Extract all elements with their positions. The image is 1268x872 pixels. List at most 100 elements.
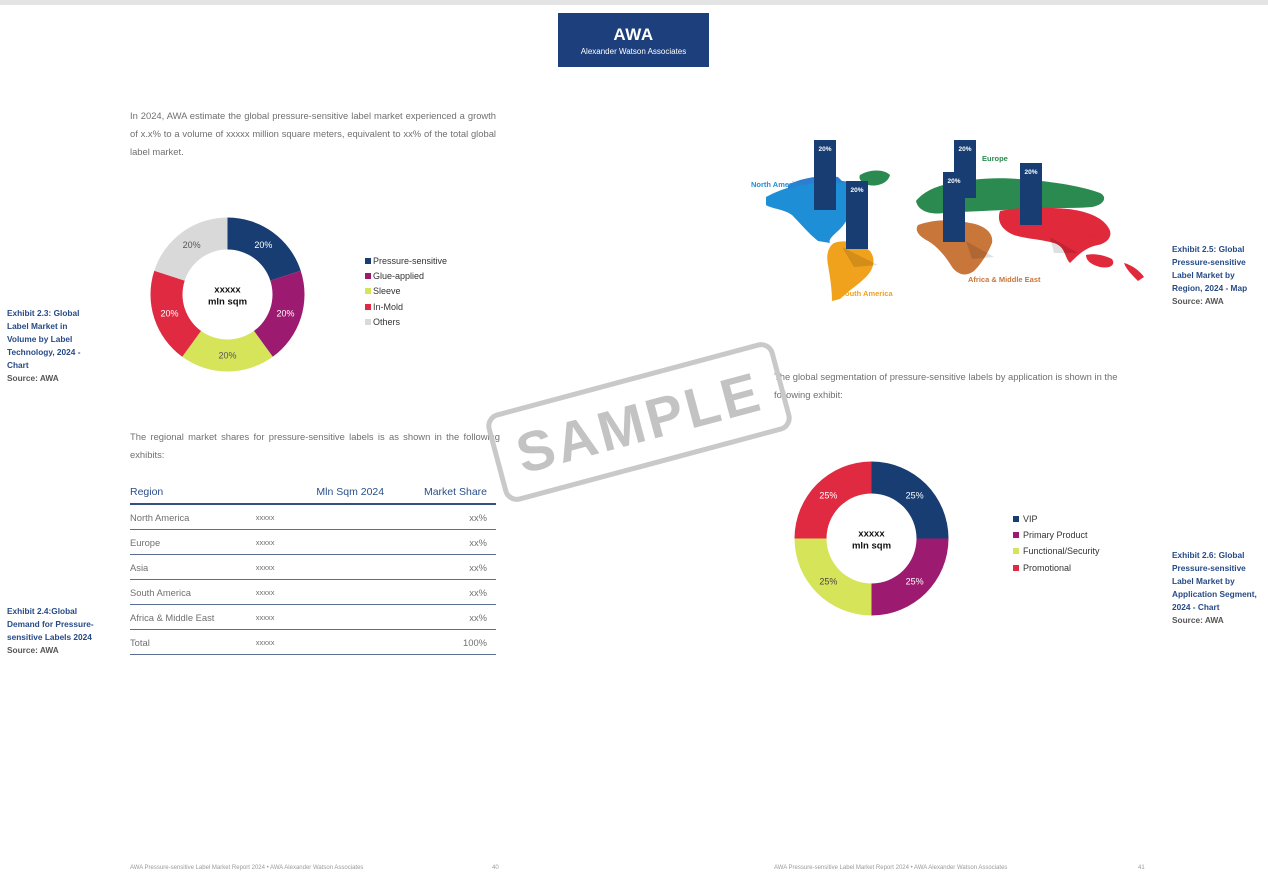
table-cell-share: xx% <box>411 504 496 530</box>
table-cell-region: Total <box>130 629 229 655</box>
table-row: Africa & Middle East xxxxx xx% <box>130 604 496 630</box>
tech-legend-swatch <box>365 318 371 325</box>
app-slice-label-3: 25% <box>819 490 837 500</box>
app-legend-item: Promotional <box>1013 560 1100 576</box>
regional-intro-paragraph: The regional market shares for pressure-… <box>130 431 500 460</box>
tech-legend-item: Glue-applied <box>365 268 447 283</box>
table-cell-region: Africa & Middle East <box>130 604 229 630</box>
table-cell-mln-sqm: xxxxx <box>228 579 412 605</box>
world-map: 20% 20% 20% 20% 20% North America Europe Asia S… <box>751 140 1144 301</box>
table-cell-region: North America <box>130 504 229 530</box>
tech-legend-item: In-Mold <box>365 299 447 314</box>
exhibit-2-4-title: Exhibit 2.4:Global Demand for Pressure-s… <box>7 606 94 642</box>
table-cell-mln-sqm: xxxxx <box>228 529 412 555</box>
intro-paragraph: In 2024, AWA estimate the global pressur… <box>130 110 496 157</box>
table-row: North America xxxxx xx% <box>130 504 496 530</box>
tech-slice-label-1: 20% <box>277 308 295 318</box>
table-cell-mln-sqm: xxxxx <box>228 504 412 530</box>
map-region-label-0: North America <box>751 180 803 189</box>
application-legend: VIP Primary Product Functional/Security Pro… <box>1013 511 1100 576</box>
map-bar-value-2: 20% <box>1024 169 1037 176</box>
exhibit-2-3-title: Exhibit 2.3: Global Label Market in Volu… <box>7 308 81 370</box>
table-row: South America xxxxx xx% <box>130 579 496 605</box>
table-cell-share: 100% <box>411 629 496 655</box>
table-cell-share: xx% <box>411 554 496 580</box>
app-legend-label: Promotional <box>1023 562 1072 573</box>
header-market-share: Market Share <box>411 480 496 505</box>
left-footer: AWA Pressure-sensitive Label Market Repo… <box>130 865 364 871</box>
table-cell-region: South America <box>130 579 229 605</box>
table-row: Europe xxxxx xx% <box>130 529 496 555</box>
exhibit-2-3-caption: Exhibit 2.3: Global Label Market in Volu… <box>7 307 92 385</box>
exhibit-2-5-title: Exhibit 2.5: Global Pressure-sensitive L… <box>1172 244 1248 293</box>
app-slice-label-1: 25% <box>906 577 924 587</box>
regional-demand-table: Region Mln Sqm 2024 Market Share North A… <box>130 480 496 655</box>
awa-logo: AWA Alexander Watson Associates <box>558 13 709 67</box>
tech-legend-swatch <box>365 257 371 264</box>
tech-legend-label: In-Mold <box>373 301 404 312</box>
table-cell-region: Europe <box>130 529 229 555</box>
tech-slice-label-4: 20% <box>183 240 201 250</box>
exhibit-2-5-source: Source: AWA <box>1172 296 1224 306</box>
tech-center-label-1: mln sqm <box>208 297 247 308</box>
app-legend-item: Functional/Security <box>1013 543 1100 559</box>
app-legend-label: Primary Product <box>1023 530 1088 541</box>
logo-title: AWA <box>613 25 654 44</box>
map-bar-4 <box>943 172 965 242</box>
sample-watermark-stamp: SAMPLE <box>483 339 795 505</box>
tech-slice-2 <box>182 330 273 372</box>
table-cell-mln-sqm: xxxxx <box>228 629 412 655</box>
tech-center-label-0: xxxxx <box>214 285 241 296</box>
map-bar-2 <box>1020 163 1042 225</box>
table-row: Asia xxxxx xx% <box>130 554 496 580</box>
app-legend-item: Primary Product <box>1013 527 1100 543</box>
exhibit-2-4-source: Source: AWA <box>7 645 59 655</box>
tech-slice-label-0: 20% <box>254 240 272 250</box>
tech-legend-item: Others <box>365 314 447 329</box>
table-cell-mln-sqm: xxxxx <box>228 604 412 630</box>
header-mln-sqm: Mln Sqm 2024 <box>228 480 412 505</box>
tech-slice-1 <box>253 270 305 357</box>
tech-legend-label: Pressure-sensitive <box>373 255 448 266</box>
tech-slice-label-3: 20% <box>160 308 178 318</box>
map-bar-3 <box>846 181 868 249</box>
table-cell-mln-sqm: xxxxx <box>228 554 412 580</box>
exhibit-2-4-caption: Exhibit 2.4:Global Demand for Pressure-s… <box>7 605 107 657</box>
map-region-label-4: Africa & Middle East <box>968 275 1041 284</box>
tech-slice-4 <box>154 217 228 281</box>
tech-legend-swatch <box>365 303 371 310</box>
table-cell-region: Asia <box>130 554 229 580</box>
tech-legend-swatch <box>365 288 371 295</box>
tech-legend-item: Pressure-sensitive <box>365 253 447 268</box>
table-cell-share: xx% <box>411 604 496 630</box>
app-legend-swatch <box>1013 548 1019 555</box>
top-bar <box>0 0 1268 5</box>
table-cell-share: xx% <box>411 529 496 555</box>
table-row: Total xxxxx 100% <box>130 629 496 655</box>
left-page-number: 40 <box>492 865 499 871</box>
exhibit-2-3-source: Source: AWA <box>7 373 59 383</box>
logo-subtitle: Alexander Watson Associates <box>580 47 687 56</box>
map-bar-value-0: 20% <box>818 146 831 153</box>
map-bar-value-3: 20% <box>850 187 863 194</box>
map-region-africa-middle-east <box>916 220 993 275</box>
app-center-label-1: mln sqm <box>852 541 891 552</box>
tech-legend-label: Glue-applied <box>373 270 425 281</box>
tech-legend-label: Sleeve <box>373 286 401 297</box>
map-region-north-america <box>766 180 863 243</box>
application-intro-paragraph: The global segmentation of pressure-sens… <box>774 371 1118 400</box>
technology-legend: Pressure-sensitive Glue-applied Sleeve In-M… <box>365 253 447 329</box>
app-legend-swatch <box>1013 532 1019 539</box>
map-region-label-2: Asia <box>1082 231 1099 240</box>
right-footer: AWA Pressure-sensitive Label Market Repo… <box>774 865 1008 871</box>
exhibit-2-6-title: Exhibit 2.6: Global Pressure-sensitive L… <box>1172 550 1257 612</box>
app-legend-item: VIP <box>1013 511 1100 527</box>
app-legend-swatch <box>1013 564 1019 571</box>
app-legend-label: Functional/Security <box>1023 546 1100 557</box>
map-region-south-america <box>827 241 874 301</box>
tech-slice-0 <box>227 217 301 281</box>
app-slice-label-2: 25% <box>819 577 837 587</box>
map-region-label-1: Europe <box>982 154 1008 163</box>
